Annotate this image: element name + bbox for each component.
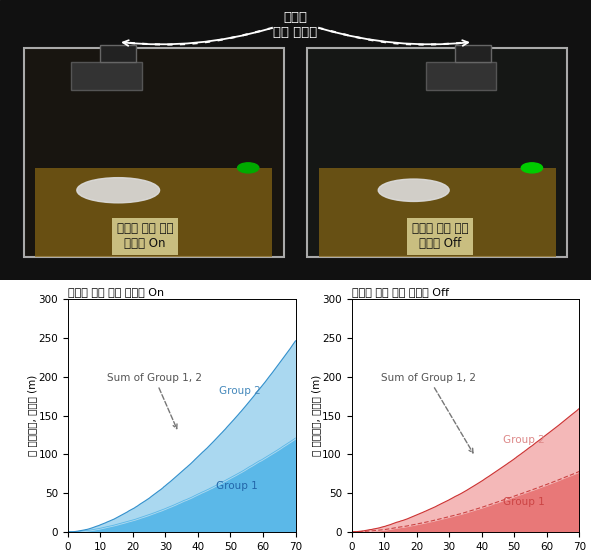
Bar: [307, 48, 567, 258]
Circle shape: [238, 163, 259, 173]
Text: 순환식 공기 정화 시스템 Off: 순환식 공기 정화 시스템 Off: [352, 287, 449, 297]
Text: Group 1: Group 1: [216, 481, 258, 491]
Text: Group 2: Group 2: [503, 435, 545, 445]
Text: Group 2: Group 2: [219, 386, 261, 396]
Bar: [455, 45, 491, 61]
Bar: [100, 45, 136, 61]
Ellipse shape: [77, 178, 160, 203]
Text: Sum of Group 1, 2: Sum of Group 1, 2: [381, 373, 476, 453]
Text: 순환식 공기 정화 시스템 On: 순환식 공기 정화 시스템 On: [68, 287, 164, 297]
Bar: [319, 168, 556, 258]
Text: Group 1: Group 1: [503, 497, 545, 507]
Text: Sum of Group 1, 2: Sum of Group 1, 2: [107, 373, 202, 429]
Y-axis label: 쥐 이동거리, 활동량 (m): 쥐 이동거리, 활동량 (m): [27, 375, 37, 456]
Text: 순환식 공기 정화
시스템 Off: 순환식 공기 정화 시스템 Off: [412, 222, 469, 250]
Circle shape: [521, 163, 543, 173]
Bar: [307, 48, 567, 258]
Ellipse shape: [378, 179, 449, 202]
Text: 순환식 공기 정화
시스템 On: 순환식 공기 정화 시스템 On: [116, 222, 173, 250]
Bar: [24, 48, 284, 258]
Text: 실시간
관찰 카메라: 실시간 관찰 카메라: [274, 11, 317, 39]
Bar: [426, 61, 496, 90]
Bar: [24, 48, 284, 258]
Bar: [35, 168, 272, 258]
Y-axis label: 쥐 이동거리, 활동량 (m): 쥐 이동거리, 활동량 (m): [311, 375, 321, 456]
Bar: [71, 61, 142, 90]
